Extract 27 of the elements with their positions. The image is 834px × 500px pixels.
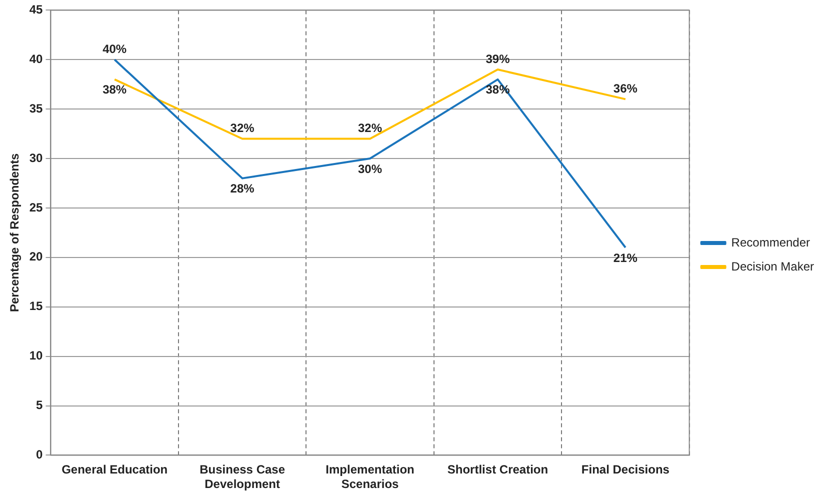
y-axis-title: Percentage of Respondents: [8, 153, 22, 312]
x-tick-label: General Education: [62, 462, 168, 477]
x-tick-label: Shortlist Creation: [447, 462, 548, 477]
y-tick-label: 20: [29, 250, 44, 264]
y-tick-label: 10: [29, 348, 44, 363]
data-label: 21%: [613, 250, 638, 265]
x-tick-label: Final Decisions: [581, 462, 670, 477]
y-tick-label: 45: [29, 2, 44, 17]
data-label: 32%: [358, 121, 382, 136]
legend-label: Recommender: [731, 235, 810, 250]
y-tick-label: 30: [29, 150, 44, 165]
x-tick-label: Business Case Development: [200, 462, 286, 492]
data-label: 36%: [613, 82, 638, 96]
y-tick-label: 35: [29, 101, 44, 116]
y-tick-label: 25: [29, 200, 44, 214]
y-tick-label: 15: [29, 299, 44, 314]
data-label: 30%: [358, 162, 382, 176]
y-tick-label: 5: [36, 398, 44, 412]
data-label: 39%: [486, 52, 510, 66]
y-tick-label: 40: [29, 52, 44, 66]
data-label: 32%: [230, 121, 255, 136]
legend-label: Decision Maker: [731, 259, 814, 274]
data-label: 40%: [102, 42, 127, 56]
y-tick-label: 0: [36, 448, 44, 462]
data-label: 38%: [102, 82, 127, 97]
data-label: 28%: [230, 182, 255, 196]
x-tick-label: Implementation Scenarios: [326, 462, 414, 492]
